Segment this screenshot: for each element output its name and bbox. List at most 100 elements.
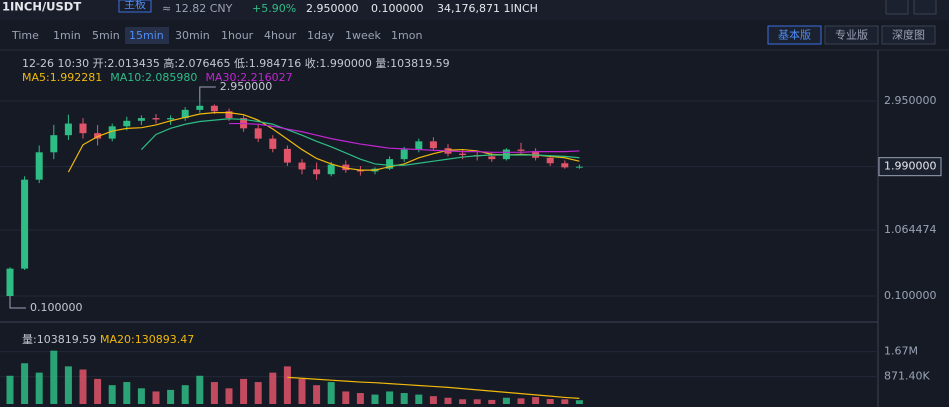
volume-bar <box>561 399 569 404</box>
candle-body <box>459 153 467 156</box>
view-button[interactable] <box>824 25 879 45</box>
volume-bar <box>371 394 379 404</box>
candle-body <box>517 149 525 151</box>
candle-body <box>21 179 29 269</box>
candle-body <box>575 166 583 168</box>
cny: ≈ 12.82 CNY <box>162 2 233 15</box>
volume-label: 量:103819.59 <box>22 333 96 346</box>
interval-tab[interactable]: 15min <box>129 29 164 42</box>
volume-bar <box>240 378 248 404</box>
interval-tab[interactable]: 1week <box>345 29 382 42</box>
interval-tab[interactable]: 1min <box>53 29 81 42</box>
candle-body <box>342 164 350 171</box>
candle-body <box>298 162 306 170</box>
view-label[interactable]: 深度图 <box>892 28 925 42</box>
candle-body <box>313 169 321 175</box>
star-button[interactable] <box>885 0 909 15</box>
interval-tab[interactable]: 1hour <box>221 29 254 42</box>
candle-body <box>108 126 116 139</box>
candle-body <box>269 138 277 149</box>
volume-bar <box>167 389 175 404</box>
header-bar <box>0 0 949 20</box>
annotation-line <box>199 86 216 101</box>
volume-bar <box>152 391 160 404</box>
candle-body <box>400 149 408 160</box>
candle-body <box>502 149 510 160</box>
change: +5.90% <box>252 2 296 15</box>
low: 0.100000 <box>371 2 424 15</box>
view-label[interactable]: 专业版 <box>835 28 868 42</box>
view-button[interactable] <box>767 25 822 45</box>
volume-ma-line <box>287 376 580 399</box>
volume-bar <box>94 378 102 404</box>
candle-body <box>167 118 175 120</box>
candle-body <box>94 133 102 139</box>
volume-tick-label: 1.67M <box>884 345 918 358</box>
candle-body <box>254 128 262 139</box>
candle-body <box>561 163 569 168</box>
view-button[interactable] <box>881 25 936 45</box>
candle-body <box>181 109 189 119</box>
candle-body <box>196 105 204 110</box>
annotation-label: 2.950000 <box>220 80 272 93</box>
volume-bar <box>298 378 306 404</box>
volume-bar <box>459 399 467 404</box>
volume-bar <box>64 366 72 404</box>
annotation-line <box>9 295 26 309</box>
annotation-label: 0.100000 <box>30 301 83 314</box>
interval-active <box>125 27 169 44</box>
candle-body <box>532 150 540 158</box>
candle-body <box>50 135 58 153</box>
candle-body <box>546 157 554 164</box>
candle-body <box>415 141 423 150</box>
candle-body <box>79 123 87 134</box>
candle-body <box>123 120 131 127</box>
volume-bar <box>283 366 291 404</box>
candle-body <box>429 141 437 149</box>
candle-body <box>283 148 291 163</box>
ma-line <box>229 122 580 153</box>
candle-body <box>225 111 233 119</box>
volume-bar <box>108 385 116 404</box>
volume-bar <box>327 382 335 404</box>
current-price-label: 1.990000 <box>884 160 937 173</box>
volume-bar <box>21 363 29 404</box>
ma-label: MA5:1.992281 <box>22 71 102 84</box>
current-price-box <box>878 157 942 177</box>
interval-tab[interactable]: 1mon <box>391 29 422 42</box>
y-tick-label: 2.950000 <box>884 94 937 107</box>
volume-bar <box>225 388 233 404</box>
volume-bar <box>488 399 496 404</box>
ma-line <box>140 118 580 166</box>
candle-body <box>152 118 160 120</box>
volume-bar <box>313 385 321 404</box>
view-label[interactable]: 基本版 <box>778 28 811 42</box>
candle-body <box>356 170 364 172</box>
candle-body <box>64 123 72 136</box>
candle-body <box>386 159 394 169</box>
volume-bar <box>356 393 364 404</box>
volume-bar <box>79 369 87 404</box>
interval-tab[interactable]: 4hour <box>264 29 297 42</box>
candle-body <box>327 164 335 175</box>
volume-bar <box>386 391 394 404</box>
volume-bar <box>429 396 437 404</box>
interval-tab[interactable]: Time <box>11 29 39 42</box>
volume-bar <box>400 393 408 404</box>
volume-bar <box>254 382 262 404</box>
interval-tab[interactable]: 30min <box>175 29 210 42</box>
candle-body <box>6 268 14 296</box>
interval-tab[interactable]: 1day <box>307 29 335 42</box>
volume-bar <box>473 399 481 404</box>
volume-bar <box>415 394 423 404</box>
ma-label: MA30:2.216027 <box>205 71 292 84</box>
badge: 主板 <box>124 0 146 11</box>
pair: 1INCH/USDT <box>2 0 81 14</box>
volume-bar <box>575 400 583 404</box>
volume-tick-label: 871.40K <box>884 370 930 383</box>
interval-tab[interactable]: 5min <box>92 29 120 42</box>
volume-bar <box>444 397 452 404</box>
settings-button[interactable] <box>913 0 937 15</box>
candle-body <box>137 118 145 121</box>
